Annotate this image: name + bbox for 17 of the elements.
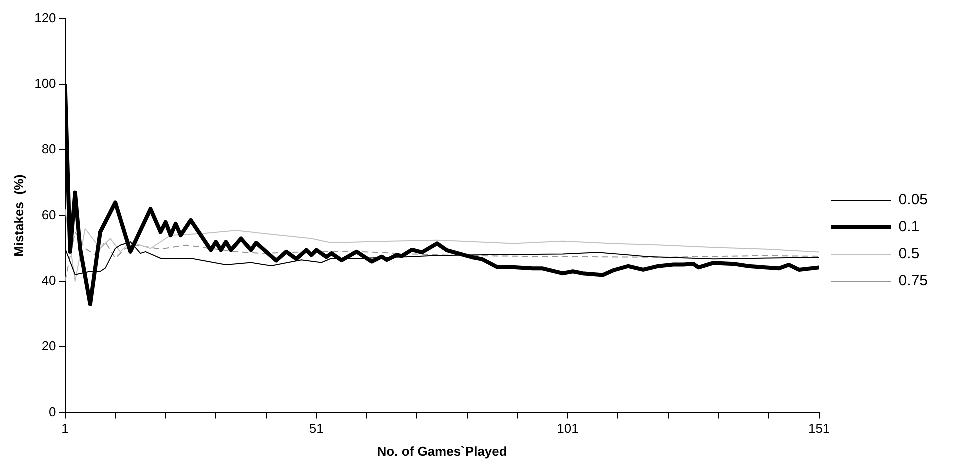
legend-label: 0.1 (898, 218, 920, 236)
x-axis-title: No. of Games`Played (377, 444, 508, 459)
x-tick-label: 51 (309, 421, 324, 436)
y-tick-label: 20 (42, 338, 56, 354)
x-tick-label: 1 (62, 421, 69, 436)
y-tick-label: 120 (34, 10, 56, 26)
y-tick-label: 60 (42, 207, 56, 222)
legend-label: 0.75 (898, 272, 928, 290)
legend-label: 0.5 (898, 246, 920, 263)
x-tick-label: 101 (557, 421, 579, 436)
y-tick-label: 40 (42, 273, 56, 288)
legend-label: 0.05 (898, 192, 928, 209)
y-tick-label: 100 (34, 76, 56, 92)
y-tick-label: 0 (49, 404, 56, 420)
y-axis-title: Mistakes (%) (11, 174, 26, 257)
y-tick-label: 80 (42, 142, 56, 157)
x-tick-label: 151 (808, 421, 830, 436)
